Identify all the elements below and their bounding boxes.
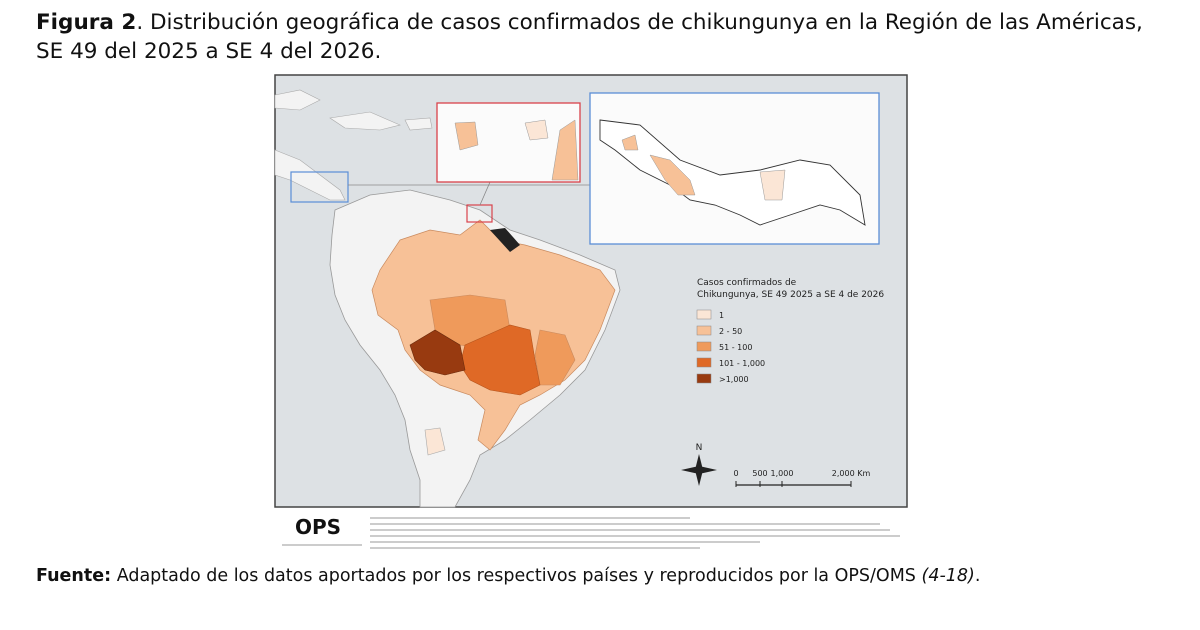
map-footer	[275, 510, 907, 556]
figure-label: Figura 2	[36, 10, 137, 35]
source-note: Fuente: Adaptado de los datos aportados …	[36, 564, 1176, 588]
legend-title: Casos confirmados de	[697, 278, 797, 288]
map-legend: Casos confirmados de Chikungunya, SE 49 …	[696, 278, 884, 384]
legend-label: 51 - 100	[719, 343, 752, 352]
north-label: N	[696, 443, 703, 453]
inset-connector	[479, 181, 491, 206]
legend-title: Chikungunya, SE 49 2025 a SE 4 de 2026	[697, 290, 884, 300]
legend-label: 1	[719, 311, 724, 320]
inset-central-america	[589, 92, 880, 245]
legend-label: >1,000	[719, 375, 749, 384]
legend-swatch	[696, 309, 712, 320]
legend-label: 101 - 1,000	[719, 359, 765, 368]
source-label: Fuente:	[36, 566, 112, 586]
inset-marker	[290, 171, 349, 203]
source-reference: (4-18)	[921, 566, 975, 586]
region-1	[424, 427, 446, 456]
central-america-land	[274, 149, 346, 201]
scale-label: 0	[733, 469, 738, 478]
inset-marker	[466, 204, 493, 223]
inset-region	[621, 134, 639, 151]
logo: OPS	[295, 515, 341, 539]
inset-land	[599, 119, 866, 226]
scale-bar: 0 500 1,000 2,000 Km	[733, 469, 870, 487]
legend-swatch	[696, 341, 712, 352]
water-body	[490, 228, 520, 252]
scale-label: 2,000 Km	[832, 469, 871, 478]
source-text: Adaptado de los datos aportados por los …	[116, 566, 916, 586]
region-51-100	[534, 329, 576, 386]
legend-swatch	[696, 325, 712, 336]
legend-swatch	[696, 373, 712, 384]
fine-print	[282, 517, 900, 549]
figure-caption: Figura 2. Distribución geográfica de cas…	[36, 8, 1176, 66]
caribbean-land	[274, 89, 433, 131]
legend-swatch	[696, 357, 712, 368]
region-101-1000	[459, 324, 541, 396]
inset-region	[649, 154, 696, 196]
inset-region	[551, 119, 579, 181]
legend-label: 2 - 50	[719, 327, 742, 336]
inset-region	[759, 169, 786, 201]
scale-label: 1,000	[771, 469, 794, 478]
inset-region	[454, 121, 479, 151]
inset-region	[524, 119, 549, 141]
scale-label: 500	[752, 469, 767, 478]
source-end: .	[974, 566, 981, 586]
caption-text: . Distribución geográfica de casos confi…	[36, 10, 1143, 64]
north-arrow: N	[681, 443, 717, 486]
compass	[681, 454, 717, 486]
region-over-1000	[409, 329, 466, 376]
